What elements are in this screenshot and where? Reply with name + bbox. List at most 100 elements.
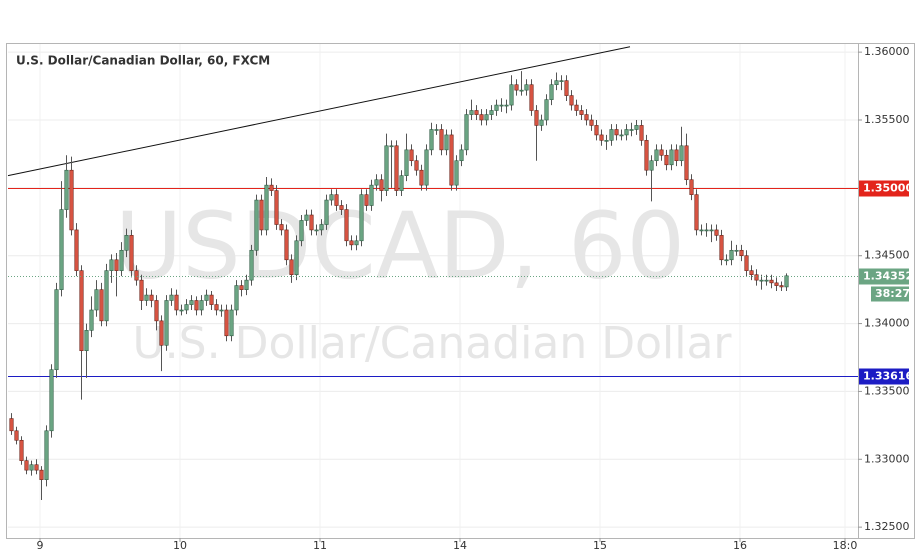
candle-body [294, 240, 299, 276]
candle-body [114, 259, 119, 271]
candle-body [134, 270, 139, 281]
candle-body [449, 134, 454, 186]
candle-body [119, 249, 124, 271]
candle-body [539, 119, 544, 126]
candle-body [179, 309, 184, 312]
candle-body [484, 114, 489, 121]
candle-body [714, 229, 719, 236]
candle-body [554, 80, 559, 86]
candle-body [339, 205, 344, 210]
y-tick-label: 1.33000 [864, 452, 910, 465]
candle-body [384, 145, 389, 191]
axes: 1.32500 1.33000 1.33500 1.34000 1.34500 1.350… [37, 45, 914, 552]
candle-body [224, 309, 229, 337]
candle-body [494, 104, 499, 111]
candle-body [204, 294, 209, 301]
candle-body [244, 279, 249, 290]
candle-body [544, 99, 549, 121]
candle-body [9, 418, 14, 432]
candle-body [189, 300, 194, 305]
candle-body [199, 300, 204, 311]
chart-title: U.S. Dollar/Canadian Dollar, 60, FXCM [16, 54, 270, 68]
candle-body [579, 110, 584, 115]
candle-body [739, 249, 744, 257]
y-tick-label: 1.36000 [864, 45, 910, 58]
candle-body [304, 214, 309, 221]
candle-body [559, 80, 564, 82]
candle-body [324, 199, 329, 225]
candle-body [289, 259, 294, 276]
candle-body [109, 259, 114, 271]
candle-body [524, 84, 529, 91]
candle-body [269, 184, 274, 191]
candle-body [249, 249, 254, 281]
candle-body [409, 149, 414, 162]
candle-body [64, 169, 69, 210]
candle-body [194, 300, 199, 311]
candle-body [514, 84, 519, 91]
candle-body [414, 160, 419, 171]
candle-body [94, 289, 99, 311]
candle-body [39, 469, 44, 480]
candle-body [629, 129, 634, 131]
level-label: 1.33616 [863, 370, 913, 383]
y-tick-label: 1.34500 [864, 249, 910, 262]
candle-body [674, 149, 679, 162]
candle-body [624, 129, 629, 136]
candle-body [104, 270, 109, 322]
candle-body [99, 289, 104, 322]
candle-body [259, 199, 264, 231]
candle-body [279, 224, 284, 231]
candle-body [474, 110, 479, 115]
candle-body [564, 80, 569, 96]
x-tick-label: 15 [593, 539, 607, 552]
candle-body [619, 134, 624, 137]
countdown-label: 38:27 [875, 287, 910, 300]
candle-body [299, 220, 304, 242]
candle-body [669, 149, 674, 166]
candle-body [774, 282, 779, 286]
candle-body [154, 300, 159, 322]
y-tick-label: 1.32500 [864, 520, 910, 533]
candle-body [394, 145, 399, 191]
candle-body [254, 199, 259, 251]
candle-body [534, 110, 539, 126]
candle-body [684, 145, 689, 181]
candle-body [159, 320, 164, 346]
candle-body [334, 194, 339, 206]
candle-body [459, 149, 464, 162]
x-tick-label: 16 [733, 539, 747, 552]
candle-body [89, 309, 94, 331]
candle-body [274, 190, 279, 225]
candle-body [424, 149, 429, 186]
candle-body [644, 140, 649, 171]
last-price-label: 1.34352 [863, 270, 913, 283]
candle-body [614, 129, 619, 136]
candle-body [219, 309, 224, 312]
candle-body [769, 279, 774, 284]
candle-body [34, 464, 39, 471]
candle-body [284, 229, 289, 261]
candle-body [74, 229, 79, 271]
candle-body [529, 84, 534, 111]
x-tick-label: 11 [313, 539, 327, 552]
candle-body [209, 294, 214, 305]
candle-body [779, 285, 784, 288]
candle-body [184, 304, 189, 311]
candle-body [319, 224, 324, 231]
candle-body [704, 229, 709, 232]
candle-body [239, 285, 244, 290]
candle-body [454, 160, 459, 186]
candle-body [349, 240, 354, 246]
candle-body [599, 134, 604, 141]
candle-body [649, 160, 654, 171]
candle-body [724, 259, 729, 262]
plot-area [7, 46, 858, 500]
y-tick-label: 1.33500 [864, 384, 910, 397]
candle-body [329, 194, 334, 201]
watermark-symbol: USDCAD, 60 [115, 192, 685, 299]
last-price-box [859, 268, 909, 285]
candle-body [654, 149, 659, 162]
level-label-box [859, 180, 909, 197]
candle-body [124, 235, 129, 251]
